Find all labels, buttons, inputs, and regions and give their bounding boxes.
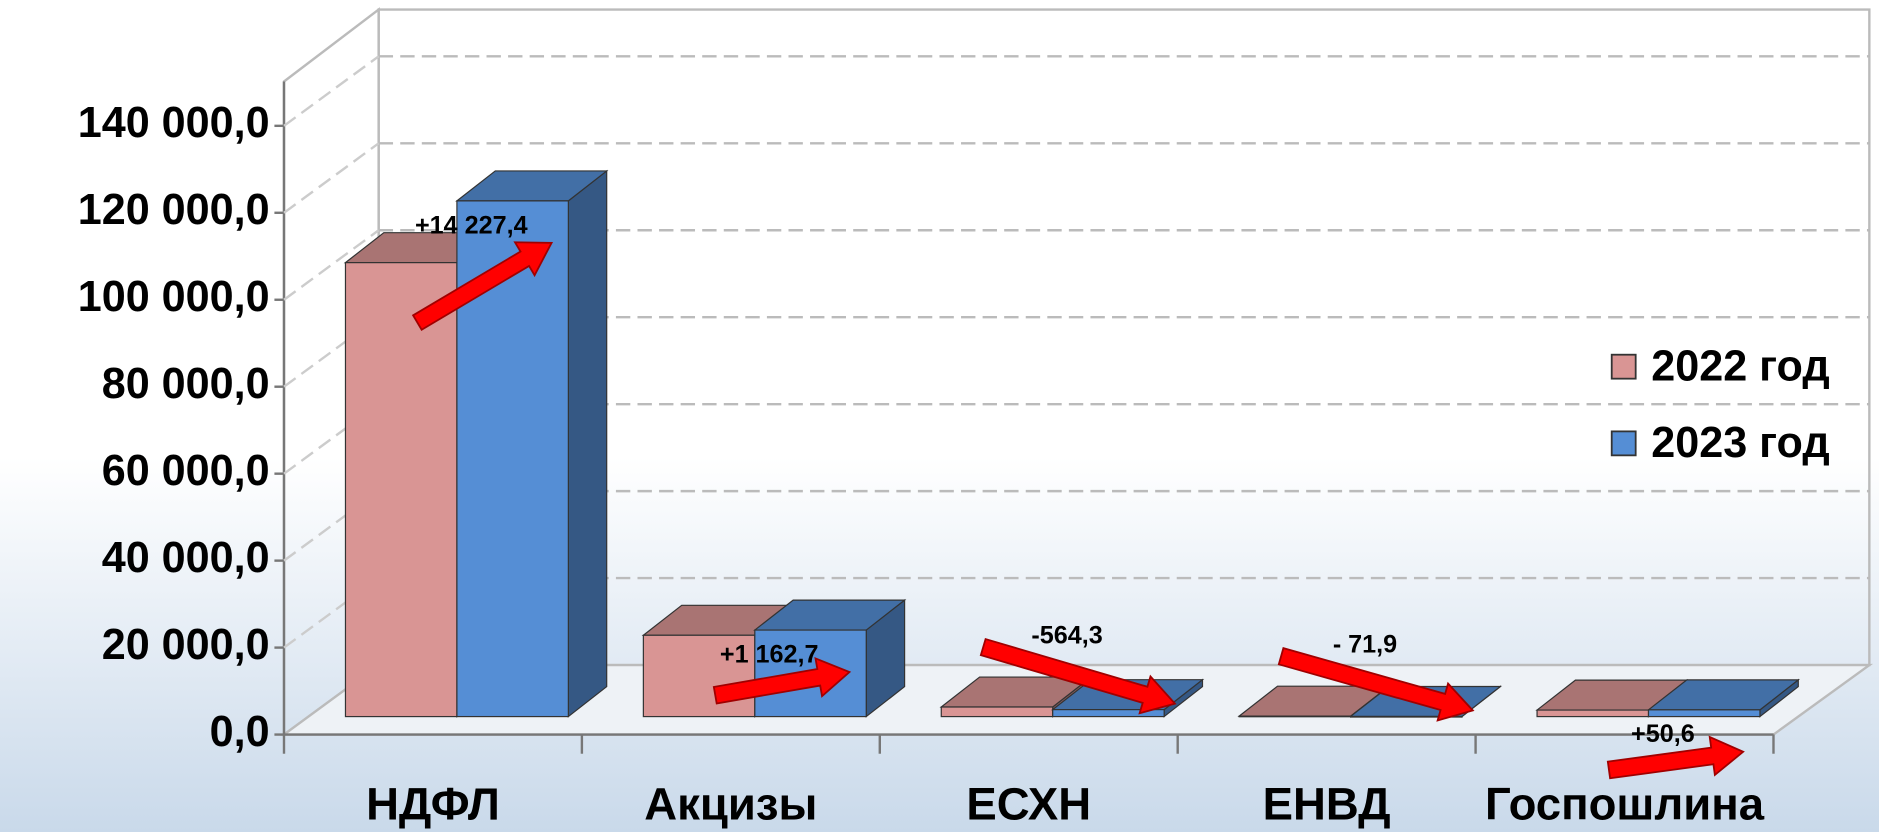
- legend-label: 2023 год: [1651, 419, 1829, 467]
- y-tick-label: 40 000,0: [102, 534, 270, 582]
- annotation: - 71,9: [1333, 631, 1397, 659]
- y-tick-label: 0,0: [210, 708, 270, 756]
- x-tick-label: ЕНВД: [1263, 779, 1391, 830]
- bar: [1647, 709, 1761, 718]
- bar: [642, 634, 756, 718]
- grid-line: [283, 229, 380, 301]
- grid-line: [283, 55, 380, 127]
- change-arrow: [979, 637, 1177, 715]
- bar: [456, 200, 569, 718]
- y-tick-label: 120 000,0: [78, 186, 270, 234]
- bar: [344, 262, 458, 718]
- x-tick-label: НДФЛ: [366, 779, 500, 830]
- change-arrow: [411, 241, 554, 331]
- annotation: +1 162,7: [720, 640, 819, 668]
- change-arrow: [1606, 735, 1745, 780]
- legend-label: 2022 год: [1651, 342, 1829, 390]
- y-tick-label: 20 000,0: [102, 621, 270, 669]
- bar-side: [567, 169, 608, 718]
- change-arrow: [712, 656, 852, 705]
- annotation: -564,3: [1031, 622, 1102, 650]
- y-tick-label: 80 000,0: [102, 360, 270, 408]
- annotation: +14 227,4: [415, 211, 528, 239]
- legend-swatch: [1610, 353, 1637, 380]
- plot: 0,0 20 000,0 40 000,0 60 000,0 80 000,0 100 0…: [78, 7, 1874, 830]
- bar: [1052, 709, 1165, 718]
- bar: [1350, 715, 1463, 718]
- bar: [1238, 715, 1352, 718]
- annotation: +50,6: [1631, 720, 1695, 748]
- x-tick-label: Госпошлина: [1485, 779, 1765, 830]
- grid-line: [283, 142, 380, 214]
- bar: [1536, 709, 1650, 718]
- legend-swatch: [1610, 430, 1637, 457]
- x-tick-label: Акцизы: [644, 779, 817, 830]
- change-arrow: [1277, 647, 1475, 722]
- bar: [940, 706, 1054, 718]
- y-tick-label: 140 000,0: [78, 99, 270, 147]
- y-tick-label: 60 000,0: [102, 447, 270, 495]
- x-tick-label: ЕСХН: [966, 779, 1091, 830]
- y-tick-label: 100 000,0: [78, 273, 270, 321]
